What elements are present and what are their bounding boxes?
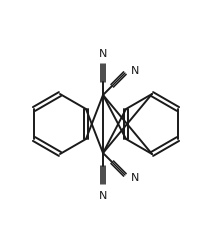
Text: N: N (131, 172, 139, 182)
Text: N: N (131, 66, 139, 76)
Text: N: N (99, 190, 107, 200)
Text: N: N (99, 49, 107, 59)
